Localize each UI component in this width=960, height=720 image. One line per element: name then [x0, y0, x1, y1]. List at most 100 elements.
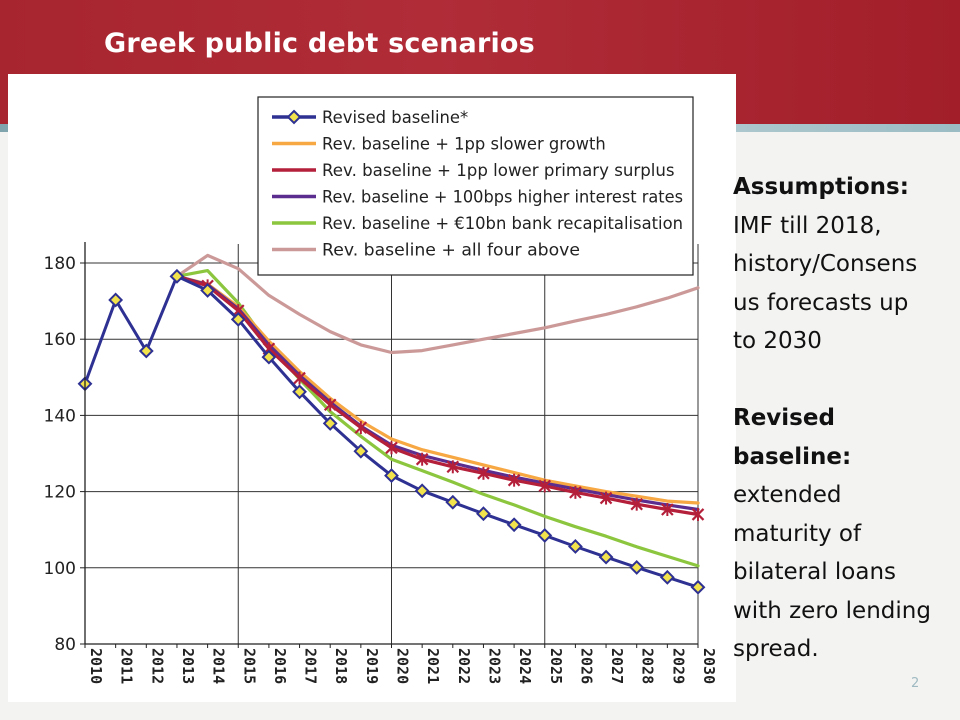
x-tick-label: 2028 [639, 648, 657, 684]
page-number: 2 [911, 676, 920, 691]
legend-item: Rev. baseline + 1pp lower primary surplu… [272, 161, 675, 180]
revised-line: with zero lending [733, 597, 931, 624]
axis-layer: 80 100 120 140 160 180 2010 2011 2012 2013 2014 201… [44, 241, 718, 684]
series-recap [175, 269, 700, 568]
data-point-marker [661, 503, 674, 517]
assumptions-line: us forecasts up [733, 289, 909, 316]
revised-line: bilateral loans [733, 559, 897, 585]
data-point-marker [415, 452, 429, 466]
data-point-marker [446, 460, 460, 474]
series-all-four [175, 253, 700, 355]
data-point-marker [261, 349, 277, 365]
legend-item: Rev. baseline + 1pp slower growth [272, 135, 606, 154]
legend: Revised baseline* Rev. baseline + 1pp slo… [257, 96, 694, 276]
data-point-marker [385, 441, 398, 455]
x-tick-label: 2024 [516, 648, 534, 684]
x-tick-label: 2021 [424, 648, 442, 684]
x-tick-label: 2019 [363, 648, 381, 684]
data-point-marker [293, 371, 306, 385]
revised-line: spread. [733, 636, 819, 662]
data-point-marker [659, 569, 675, 585]
slide-title: Greek public debt scenarios [104, 28, 535, 59]
x-tick-label: 2017 [302, 648, 320, 684]
series-lower-surplus [175, 274, 705, 521]
data-point-marker [108, 292, 124, 308]
legend-item: Rev. baseline + 100bps higher interest r… [272, 188, 683, 207]
legend-label: Rev. baseline + 1pp slower growth [322, 135, 606, 154]
data-point-marker [353, 443, 369, 459]
assumptions-line: IMF till 2018, [733, 212, 882, 239]
data-point-marker [169, 268, 185, 284]
x-tick-label: 2012 [148, 648, 166, 684]
data-point-marker [691, 507, 705, 521]
y-tick-label: 140 [44, 406, 76, 426]
y-tick-label: 180 [44, 254, 76, 274]
x-tick-label: 2020 [394, 648, 412, 684]
x-tick-label: 2013 [179, 648, 197, 684]
data-point-marker [538, 479, 552, 493]
legend-label: Rev. baseline + 100bps higher interest r… [322, 188, 683, 207]
x-tick-label: 2022 [455, 648, 473, 684]
y-tick-label: 80 [54, 635, 76, 655]
series-line [175, 253, 700, 355]
debt-scenarios-chart: 80 100 120 140 160 180 2010 2011 2012 2013 2014 201… [44, 96, 718, 684]
series-higher-rates [175, 274, 700, 512]
data-point-marker [138, 343, 154, 359]
data-point-marker [690, 579, 706, 595]
data-point-marker [476, 506, 491, 522]
chart-panel: 80 100 120 140 160 180 2010 2011 2012 2013 2014 201… [8, 74, 736, 702]
data-point-marker [445, 494, 461, 510]
legend-item: Rev. baseline + €10bn bank recapitalisat… [272, 214, 683, 233]
x-tick-label: 2018 [332, 648, 350, 684]
revised-heading: Revised [733, 405, 835, 431]
side-notes: Assumptions: IMF till 2018, history/Cons… [733, 168, 953, 669]
x-tick-label: 2029 [669, 648, 687, 684]
series-line [175, 274, 700, 512]
data-point-marker [598, 549, 614, 565]
data-point-marker [567, 539, 583, 554]
x-tick-label: 2025 [547, 648, 565, 684]
data-point-marker [200, 283, 216, 298]
series-line [175, 269, 700, 568]
x-tick-label: 2030 [700, 648, 718, 684]
legend-marker [286, 109, 302, 125]
data-point-marker [354, 421, 368, 435]
series-line [175, 274, 700, 517]
data-point-marker [292, 384, 307, 400]
x-tick-label: 2023 [485, 648, 503, 684]
assumptions-line: history/Consens [733, 251, 918, 277]
notes-spacer [733, 361, 953, 400]
data-point-marker [569, 485, 582, 499]
y-tick-label: 100 [44, 559, 76, 579]
x-tick-label: 2010 [87, 648, 105, 684]
data-point-marker [323, 398, 337, 412]
data-point-marker [230, 311, 246, 327]
data-point-marker [629, 560, 645, 575]
legend-box [257, 96, 694, 276]
data-point-marker [322, 415, 338, 431]
assumptions-heading: Assumptions: [733, 174, 909, 200]
data-point-marker [630, 497, 643, 511]
assumptions-line: to 2030 [733, 328, 822, 354]
legend-label: Revised baseline* [322, 108, 468, 127]
x-tick-label: 2014 [210, 648, 228, 684]
data-point-marker [384, 468, 399, 484]
series-layer [77, 253, 706, 595]
x-tick-label: 2015 [240, 648, 258, 684]
legend-item: Rev. baseline + all four above [272, 241, 580, 260]
data-point-marker [506, 517, 522, 533]
x-tick-label: 2011 [118, 648, 136, 684]
data-point-marker [507, 473, 521, 487]
y-tick-label: 160 [44, 330, 76, 350]
legend-label: Rev. baseline + €10bn bank recapitalisat… [322, 214, 683, 233]
series-baseline [77, 268, 706, 595]
legend-label: Rev. baseline + 1pp lower primary surplu… [322, 161, 675, 180]
revised-line: maturity of [733, 520, 862, 547]
legend-item: Revised baseline* [272, 108, 468, 127]
legend-label: Rev. baseline + all four above [322, 241, 580, 260]
y-tick-label: 120 [44, 483, 76, 503]
x-tick-label: 2026 [577, 648, 595, 684]
revised-heading: baseline: [733, 443, 852, 470]
data-point-marker [599, 491, 613, 505]
x-tick-label: 2016 [271, 648, 289, 684]
